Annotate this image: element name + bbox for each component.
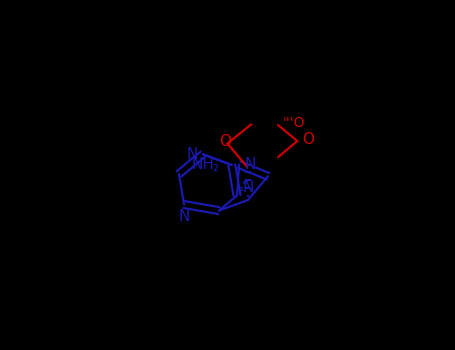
Text: N: N	[244, 157, 256, 172]
Text: '''O: '''O	[283, 116, 306, 130]
Text: NH: NH	[192, 157, 214, 172]
Text: N: N	[187, 147, 198, 162]
Text: N: N	[243, 180, 254, 195]
Text: N: N	[178, 209, 190, 224]
Text: ''': '''	[241, 180, 249, 190]
Text: ≡: ≡	[236, 184, 244, 194]
Text: O: O	[302, 132, 314, 147]
Text: ₂: ₂	[213, 159, 219, 174]
Text: O: O	[219, 134, 232, 149]
